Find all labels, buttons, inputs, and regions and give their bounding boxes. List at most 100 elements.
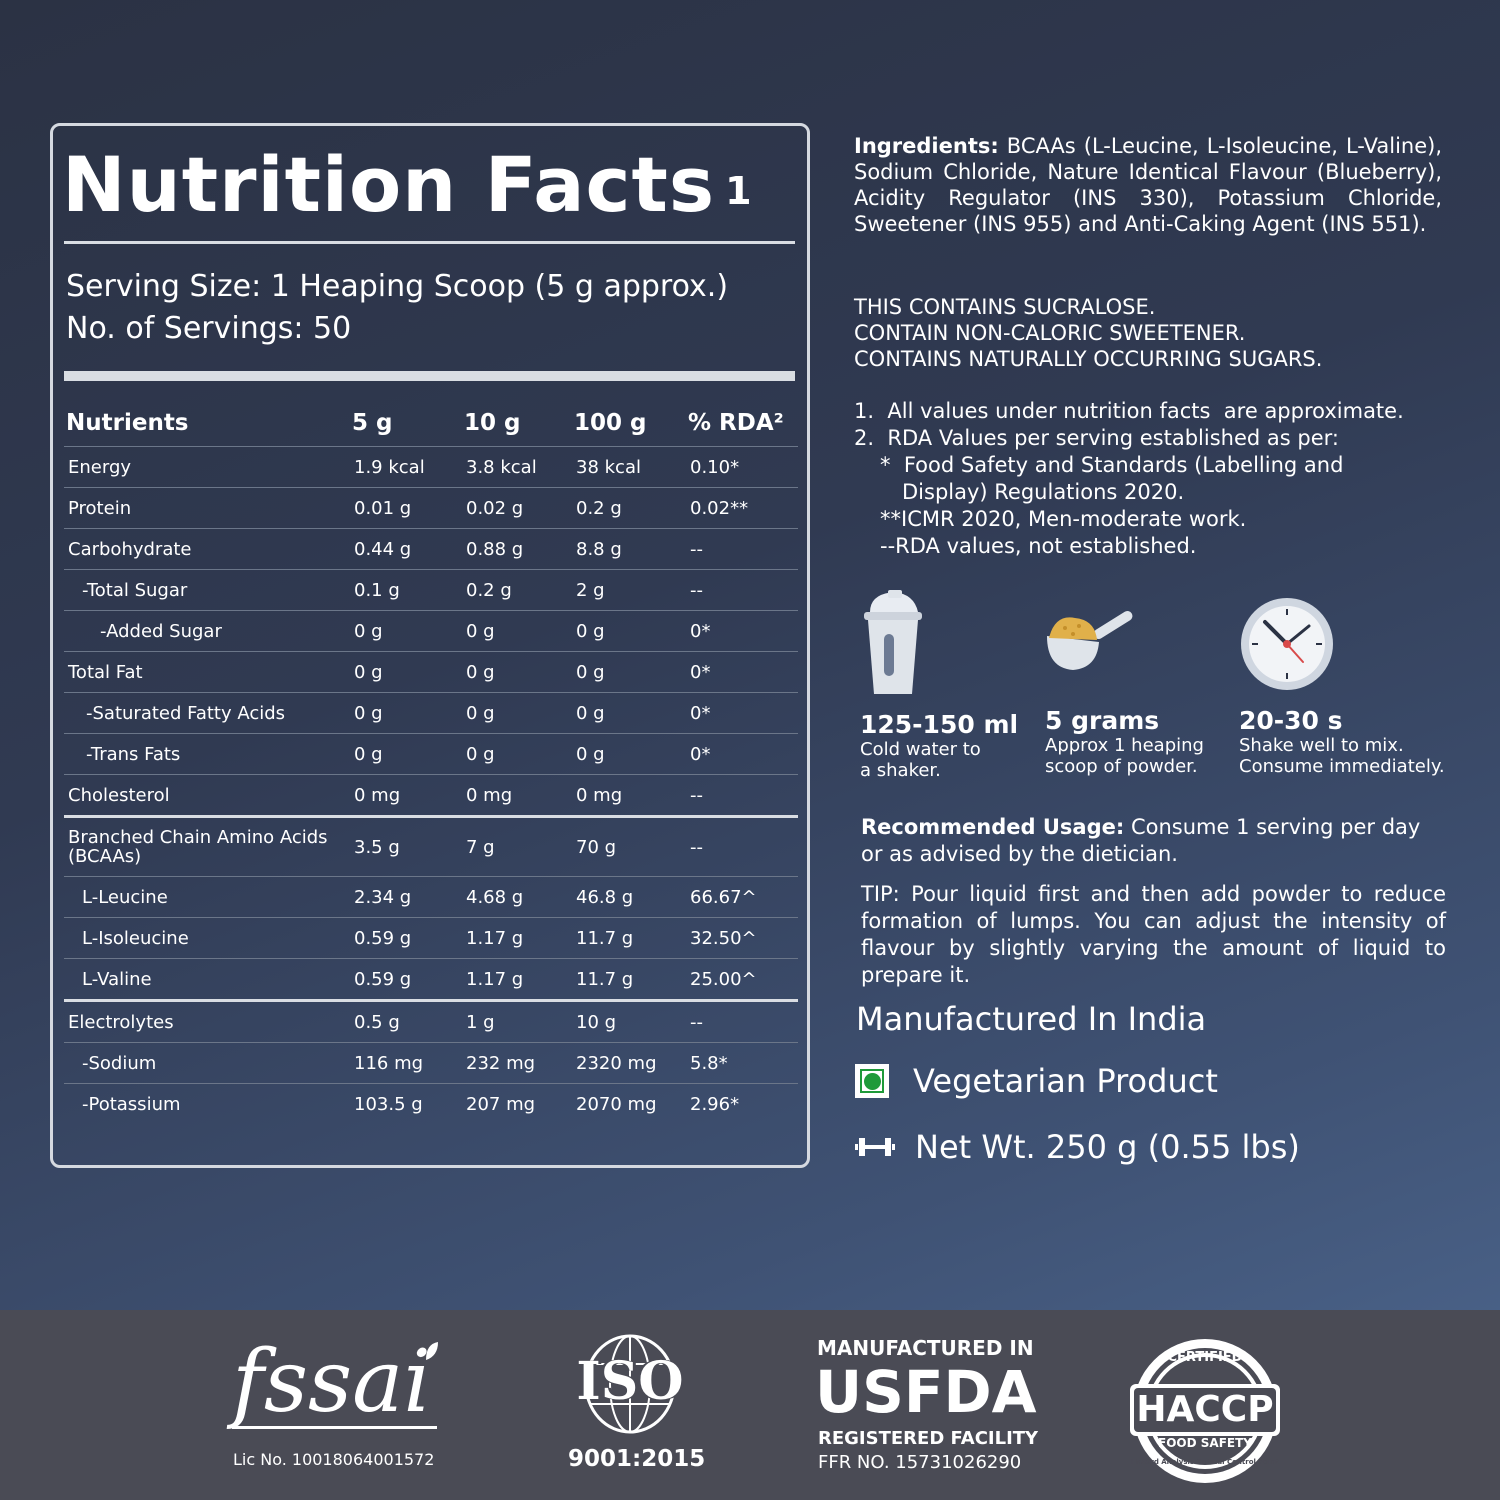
cell: 2.96* (690, 1093, 740, 1115)
cell: 0.59 g (354, 968, 412, 990)
cell: 0.01 g (350, 487, 462, 529)
cell: 0.59 g (350, 917, 462, 959)
cell: 2070 mg (576, 1093, 657, 1115)
step-line: Cold water to (860, 739, 981, 760)
manufactured-in: Manufactured In India (856, 1000, 1207, 1038)
section-divider (64, 998, 798, 1002)
cell: 2320 mg (572, 1042, 686, 1084)
column-header: Nutrients (64, 400, 350, 447)
nutrient-name: Cholesterol (68, 784, 170, 806)
cell: 0 g (462, 692, 572, 734)
table-row: L-Valine 0.59 g 1.17 g 11.7 g 25.00^ (64, 959, 798, 1000)
nutrient-name: -Sodium (64, 1042, 350, 1084)
cell: 46.8 g (572, 876, 686, 918)
nutrient-name: Energy (64, 446, 350, 488)
cell: 0 g (462, 610, 572, 652)
cell: 0 g (462, 733, 572, 775)
ingredients-text: Ingredients: BCAAs (L-Leucine, L-Isoleuc… (854, 133, 1442, 237)
cell: 25.00^ (690, 968, 757, 990)
iso-logo: ISO (571, 1334, 689, 1452)
nutrition-facts-panel (50, 123, 810, 1168)
footnote-star: * Food Safety and Standards (Labelling a… (880, 453, 1344, 477)
nutrient-name: -Added Sugar (64, 610, 350, 652)
cell: 0.2 g (462, 569, 572, 611)
cell: -- (686, 569, 798, 611)
table-row: Protein 0.01 g 0.02 g 0.2 g 0.02** (64, 487, 798, 529)
servings-count: No. of Servings: 50 (66, 311, 352, 346)
cell: 207 mg (466, 1093, 536, 1115)
step-scoop: 5 grams Approx 1 heaping scoop of powder… (1045, 590, 1204, 777)
nutrient-name: -Saturated Fatty Acids (64, 692, 350, 734)
step-line: Shake well to mix. (1239, 735, 1404, 756)
cell: 0 g (350, 733, 462, 775)
warnings-block: THIS CONTAINS SUCRALOSE. CONTAIN NON-CAL… (854, 294, 1442, 372)
haccp-food-safety: FOOD SAFETY (1158, 1436, 1252, 1450)
step-line: a shaker. (860, 760, 941, 781)
footnote-double-star: **ICMR 2020, Men-moderate work. (880, 507, 1247, 531)
cell: 1 g (462, 1000, 572, 1043)
haccp-ring-icon (1130, 1339, 1280, 1483)
footnote-dash: --RDA values, not established. (880, 534, 1197, 558)
cell: 0 g (572, 651, 686, 693)
cell: 10 g (572, 1000, 686, 1043)
warning-line: CONTAINS NATURALLY OCCURRING SUGARS. (854, 347, 1323, 371)
vegetarian-badge: Vegetarian Product (855, 1062, 1218, 1100)
cell: 0 g (350, 610, 462, 652)
nutrient-name: L-Leucine (64, 876, 350, 918)
usfda-top: MANUFACTURED IN (817, 1336, 1034, 1360)
cell: 0.88 g (462, 528, 572, 570)
step-water: 125-150 ml Cold water to a shaker. (860, 590, 1018, 781)
cell: 1.17 g (462, 917, 572, 959)
cell: 3.5 g (350, 816, 462, 877)
footnote-2: 2. RDA Values per serving established as… (854, 426, 1339, 450)
cell: 0 g (462, 651, 572, 693)
recommended-usage: Recommended Usage: Consume 1 serving per… (861, 814, 1446, 868)
cell: 2.34 g (350, 876, 462, 918)
cell: 0* (686, 651, 798, 693)
step-line: Consume immediately. (1239, 756, 1445, 777)
nutrient-name: Branched Chain Amino Acids (BCAAs) (64, 816, 350, 877)
cell: 0.44 g (350, 528, 462, 570)
table-row: L-Leucine 2.34 g 4.68 g 46.8 g 66.67^ (64, 876, 798, 918)
nutrient-name: -Total Sugar (64, 569, 350, 611)
cell: 0 mg (576, 784, 623, 806)
table-row: Energy 1.9 kcal 3.8 kcal 38 kcal 0.10* (64, 446, 798, 488)
cell: 3.8 kcal (462, 446, 572, 488)
cell: 232 mg (462, 1042, 572, 1084)
dumbbell-icon (855, 1138, 895, 1156)
cell: -- (686, 816, 798, 877)
footnote-star-cont: Display) Regulations 2020. (902, 480, 1185, 504)
cell: 8.8 g (572, 528, 686, 570)
warning-line: CONTAIN NON-CALORIC SWEETENER. (854, 321, 1246, 345)
cell: 0.2 g (572, 487, 686, 529)
usage-label: Recommended Usage: (861, 815, 1125, 839)
leaf-icon (426, 1342, 438, 1360)
fssai-logo: fssai (232, 1334, 447, 1430)
certifications-footer: fssai Lic No. 10018064001572 ISO 9001:20… (0, 1310, 1500, 1500)
cell: 0.02 g (462, 487, 572, 529)
cell: 116 mg (350, 1042, 462, 1084)
cell: -- (686, 1000, 798, 1043)
net-weight: Net Wt. 250 g (0.55 lbs) (855, 1128, 1300, 1166)
nutrient-name: Protein (64, 487, 350, 529)
cell: 11.7 g (576, 968, 634, 990)
usage-tip: TIP: Pour liquid first and then add powd… (861, 882, 1446, 987)
cell: 0.02** (686, 487, 798, 529)
nutrient-name: Electrolytes (64, 1000, 350, 1043)
cell: 32.50^ (686, 917, 798, 959)
nutrition-facts-title: Nutrition Facts 1 (62, 140, 753, 229)
divider-thick (64, 371, 795, 381)
shaker-icon (864, 590, 922, 694)
haccp-text: HACCP (1136, 1389, 1274, 1430)
table-row: Cholesterol 0 mg 0 mg 0 mg -- (64, 775, 798, 816)
cell: 38 kcal (572, 446, 686, 488)
step-title: 5 grams (1045, 706, 1160, 735)
table-row: L-Isoleucine 0.59 g 1.17 g 11.7 g 32.50^ (64, 917, 798, 959)
